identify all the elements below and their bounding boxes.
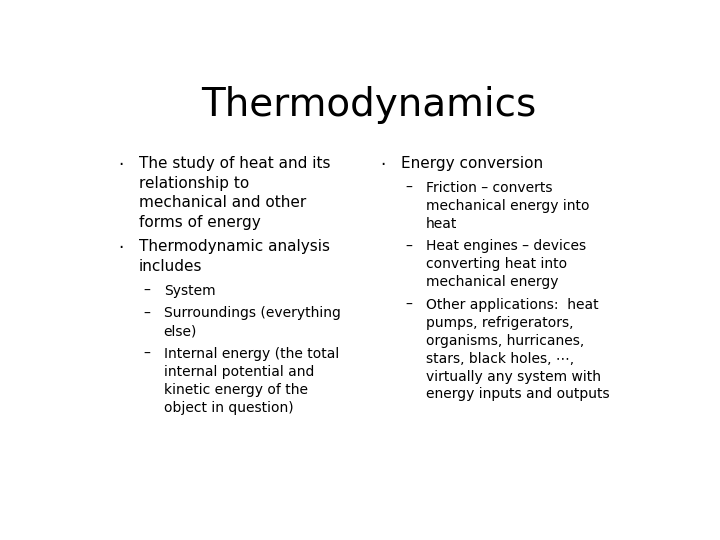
Text: forms of energy: forms of energy <box>139 215 261 230</box>
Text: Energy conversion: Energy conversion <box>401 156 544 171</box>
Text: virtually any system with: virtually any system with <box>426 369 601 383</box>
Text: –: – <box>405 239 412 253</box>
Text: Friction – converts: Friction – converts <box>426 181 552 195</box>
Text: Thermodynamics: Thermodynamics <box>202 85 536 124</box>
Text: mechanical energy into: mechanical energy into <box>426 199 590 213</box>
Text: ·: · <box>118 156 123 174</box>
Text: converting heat into: converting heat into <box>426 258 567 271</box>
Text: includes: includes <box>139 259 202 274</box>
Text: –: – <box>405 181 412 195</box>
Text: The study of heat and its: The study of heat and its <box>139 156 330 171</box>
Text: object in question): object in question) <box>163 401 293 415</box>
Text: Heat engines – devices: Heat engines – devices <box>426 239 586 253</box>
Text: Internal energy (the total: Internal energy (the total <box>163 347 339 361</box>
Text: System: System <box>163 284 215 298</box>
Text: kinetic energy of the: kinetic energy of the <box>163 383 307 397</box>
Text: –: – <box>405 298 412 312</box>
Text: –: – <box>143 347 150 361</box>
Text: pumps, refrigerators,: pumps, refrigerators, <box>426 316 573 330</box>
Text: Thermodynamic analysis: Thermodynamic analysis <box>139 239 330 254</box>
Text: ·: · <box>380 156 385 174</box>
Text: energy inputs and outputs: energy inputs and outputs <box>426 388 610 401</box>
Text: –: – <box>143 284 150 298</box>
Text: organisms, hurricanes,: organisms, hurricanes, <box>426 334 584 348</box>
Text: relationship to: relationship to <box>139 176 249 191</box>
Text: ·: · <box>118 239 123 258</box>
Text: internal potential and: internal potential and <box>163 365 314 379</box>
Text: else): else) <box>163 324 197 338</box>
Text: –: – <box>143 306 150 320</box>
Text: Other applications:  heat: Other applications: heat <box>426 298 598 312</box>
Text: mechanical energy: mechanical energy <box>426 275 559 289</box>
Text: heat: heat <box>426 217 457 231</box>
Text: mechanical and other: mechanical and other <box>139 195 306 211</box>
Text: stars, black holes, ⋯,: stars, black holes, ⋯, <box>426 352 574 366</box>
Text: Surroundings (everything: Surroundings (everything <box>163 306 341 320</box>
